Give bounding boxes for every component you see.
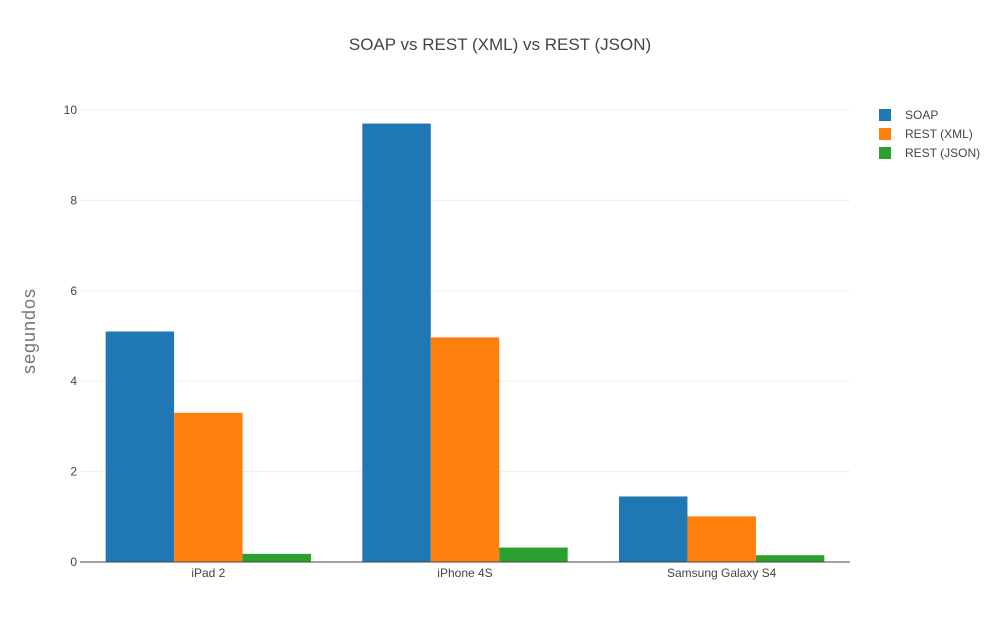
- legend-label: REST (XML): [905, 127, 973, 141]
- y-tick-labels: 0 2 4 6 8 10: [64, 103, 78, 569]
- y-tick-label: 2: [70, 465, 77, 479]
- y-axis-label: segundos: [19, 288, 39, 374]
- x-tick-label: Samsung Galaxy S4: [667, 566, 777, 580]
- gridlines: [80, 109, 850, 473]
- bar: [362, 123, 431, 562]
- chart-title: SOAP vs REST (XML) vs REST (JSON): [349, 35, 651, 54]
- y-tick-label: 4: [70, 374, 77, 388]
- y-tick-label: 0: [70, 555, 77, 569]
- y-tick-label: 10: [64, 103, 78, 117]
- bar: [430, 337, 500, 562]
- bar: [687, 516, 756, 562]
- legend-label: REST (JSON): [905, 146, 980, 160]
- legend: SOAP REST (XML) REST (JSON): [879, 108, 980, 160]
- bar: [499, 547, 568, 562]
- bar: [174, 412, 243, 562]
- y-tick-label: 8: [70, 193, 77, 207]
- legend-swatch: [879, 128, 891, 140]
- bar: [619, 496, 688, 562]
- legend-swatch: [879, 147, 891, 159]
- x-tick-label: iPhone 4S: [437, 566, 492, 580]
- y-tick-label: 6: [70, 284, 77, 298]
- legend-label: SOAP: [905, 108, 938, 122]
- x-tick-label: iPad 2: [191, 566, 225, 580]
- bar: [755, 555, 825, 562]
- bar: [242, 553, 311, 562]
- bars: [105, 123, 825, 562]
- bar: [105, 331, 175, 562]
- x-tick-labels: iPad 2 iPhone 4S Samsung Galaxy S4: [191, 566, 776, 580]
- legend-swatch: [879, 109, 891, 121]
